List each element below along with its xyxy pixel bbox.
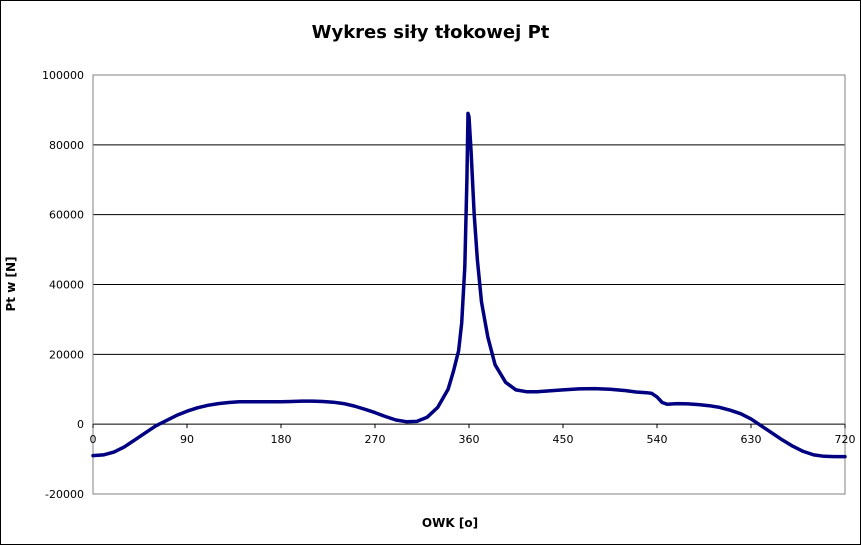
x-tick-label: 90 <box>180 433 194 446</box>
y-tick-label: 40000 <box>49 279 84 292</box>
chart-title: Wykres siły tłokowej Pt <box>311 22 550 43</box>
x-tick-label: 540 <box>647 433 668 446</box>
plot-area <box>92 74 846 495</box>
y-tick-label: 20000 <box>49 348 84 361</box>
x-tick-label: 360 <box>459 433 480 446</box>
x-tick-label: 0 <box>90 433 97 446</box>
x-tick-label: 450 <box>553 433 574 446</box>
series-line <box>91 111 847 459</box>
x-tick-label: 270 <box>365 433 386 446</box>
x-tick-labels: 0 90 180 270 360 450 540 630 720 <box>90 424 856 446</box>
y-tick-labels: -20000 0 20000 40000 60000 80000 100000 <box>42 69 84 501</box>
y-tick-label: -20000 <box>45 488 84 501</box>
x-tick-label: 720 <box>835 433 856 446</box>
x-tick-label: 630 <box>741 433 762 446</box>
x-tick-label: 180 <box>271 433 292 446</box>
y-tick-label: 0 <box>77 418 84 431</box>
y-tick-label: 100000 <box>42 69 84 82</box>
x-axis-label: OWK [o] <box>421 516 479 530</box>
y-tick-label: 60000 <box>49 209 84 222</box>
y-tick-label: 80000 <box>49 139 84 152</box>
